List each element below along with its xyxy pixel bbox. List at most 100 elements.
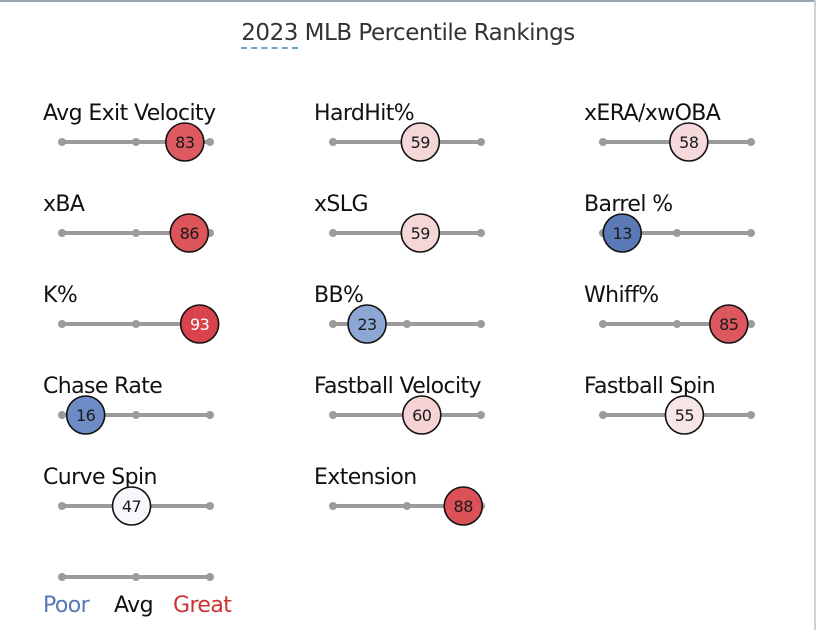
metric-8: Whiff% 85 — [584, 283, 755, 344]
metric-4: xSLG 59 — [314, 192, 485, 253]
percentile-marker[interactable] — [443, 486, 484, 526]
percentile-marker[interactable] — [602, 213, 643, 253]
percentile-value: 93 — [190, 315, 209, 334]
percentile-marker[interactable] — [708, 304, 749, 344]
percentile-value: 59 — [411, 224, 431, 243]
chart-title: 2023 MLB Percentile Rankings — [0, 20, 816, 49]
metric-label: xSLG — [314, 192, 368, 217]
metric-2: xERA/xwOBA 58 — [584, 101, 755, 162]
metric-10: Fastball Velocity 60 — [314, 374, 485, 435]
percentile-value: 60 — [412, 406, 432, 425]
percentile-marker[interactable] — [669, 122, 709, 162]
track-dot-avg — [673, 320, 681, 328]
track-dot-poor — [329, 229, 337, 237]
track-dot-poor — [599, 411, 607, 419]
metric-label: Curve Spin — [43, 465, 157, 490]
track-dot-avg — [403, 320, 411, 328]
percentile-marker[interactable] — [111, 486, 152, 526]
track-dot-great — [747, 411, 755, 419]
legend: Poor Avg Great — [43, 573, 233, 618]
percentile-value: 58 — [679, 133, 699, 152]
percentile-value: 23 — [357, 315, 376, 334]
track-dot-poor — [329, 502, 337, 510]
percentile-marker[interactable] — [401, 395, 442, 435]
metric-0: Avg Exit Velocity 83 — [43, 101, 217, 162]
metric-label: Chase Rate — [43, 374, 162, 399]
metric-1: HardHit% 59 — [314, 101, 485, 162]
legend-label-great: Great — [173, 593, 232, 618]
track-dot-great — [747, 320, 755, 328]
track-dot-great — [477, 411, 485, 419]
metric-label: BB% — [314, 283, 363, 308]
metric-label: Whiff% — [584, 283, 659, 308]
metric-7: BB% 23 — [314, 283, 485, 344]
track-dot-avg — [132, 320, 140, 328]
percentile-value: 13 — [613, 224, 632, 243]
track-dot-great — [477, 229, 485, 237]
track-dot-poor — [599, 138, 607, 146]
metrics-group: Avg Exit Velocity 83 HardHit% 59 xERA/xwOBA 5… — [43, 101, 755, 526]
metric-6: K% 93 — [43, 283, 220, 344]
track-dot-avg — [132, 138, 140, 146]
legend-dot-great — [206, 573, 214, 581]
percentile-value: 59 — [411, 133, 431, 152]
track-dot-avg — [403, 502, 411, 510]
track-dot-great — [477, 320, 485, 328]
track-dot-avg — [132, 229, 140, 237]
track-dot-great — [747, 229, 755, 237]
percentile-marker[interactable] — [165, 122, 205, 162]
metric-12: Curve Spin 47 — [43, 465, 214, 526]
metric-label: Barrel % — [584, 192, 673, 217]
legend-label-avg: Avg — [114, 593, 153, 618]
percentile-marker[interactable] — [169, 213, 210, 253]
percentile-marker[interactable] — [400, 213, 441, 253]
track-dot-poor — [329, 138, 337, 146]
metric-11: Fastball Spin 55 — [584, 374, 755, 435]
track-dot-great — [206, 138, 214, 146]
track-dot-avg — [673, 229, 681, 237]
title-text: MLB Percentile Rankings — [297, 20, 576, 46]
legend-dot-poor — [58, 573, 66, 581]
track-dot-poor — [58, 320, 66, 328]
track-dot-great — [477, 138, 485, 146]
metric-label: Fastball Velocity — [314, 374, 482, 399]
percentile-marker[interactable] — [65, 395, 106, 435]
percentile-marker[interactable] — [179, 304, 220, 344]
percentile-value: 86 — [180, 224, 200, 243]
title-year[interactable]: 2023 — [241, 20, 298, 49]
track-dot-great — [747, 138, 755, 146]
metric-label: HardHit% — [314, 101, 414, 126]
percentile-marker[interactable] — [347, 304, 387, 344]
track-dot-poor — [329, 411, 337, 419]
metric-label: Extension — [314, 465, 417, 490]
metric-label: Fastball Spin — [584, 374, 715, 399]
metric-label: xERA/xwOBA — [584, 101, 721, 126]
percentile-marker[interactable] — [400, 122, 441, 162]
percentile-value: 16 — [76, 406, 96, 425]
metric-label: K% — [43, 283, 77, 308]
top-border — [0, 0, 816, 2]
percentile-value: 47 — [122, 497, 141, 516]
percentile-value: 88 — [454, 497, 474, 516]
track-dot-poor — [58, 229, 66, 237]
track-dot-great — [206, 411, 214, 419]
track-dot-poor — [58, 502, 66, 510]
percentile-value: 83 — [175, 133, 194, 152]
track-dot-poor — [58, 411, 66, 419]
metric-label: xBA — [43, 192, 85, 217]
right-border — [814, 0, 816, 630]
percentile-value: 85 — [719, 315, 738, 334]
percentile-marker[interactable] — [664, 395, 705, 435]
percentile-value: 55 — [675, 406, 694, 425]
metric-13: Extension 88 — [314, 465, 485, 526]
track-dot-avg — [132, 411, 140, 419]
metric-9: Chase Rate 16 — [43, 374, 214, 435]
track-dot-poor — [599, 320, 607, 328]
metric-5: Barrel % 13 — [584, 192, 755, 253]
legend-dot-avg — [132, 573, 140, 581]
legend-label-poor: Poor — [43, 593, 91, 618]
metric-label: Avg Exit Velocity — [43, 101, 216, 126]
track-dot-poor — [58, 138, 66, 146]
track-dot-poor — [329, 320, 337, 328]
metric-3: xBA 86 — [43, 192, 214, 253]
